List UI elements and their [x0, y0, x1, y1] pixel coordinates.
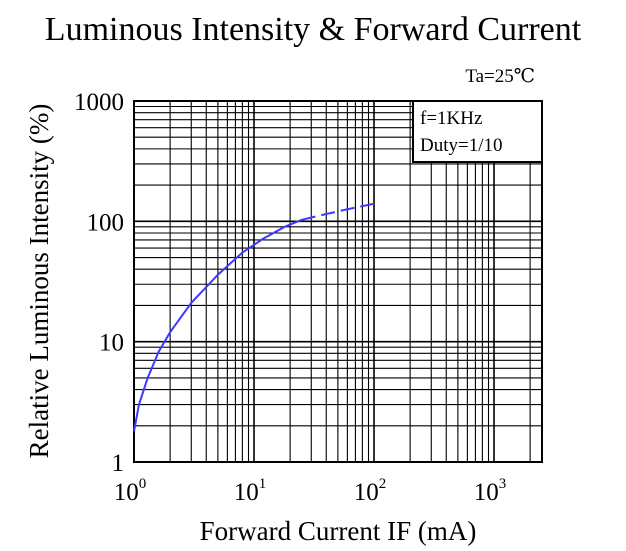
- x-tick-labels: 100 101 102 103: [114, 476, 507, 506]
- y-tick-label: 100: [87, 209, 125, 236]
- series-line: [133, 218, 303, 432]
- plot-frame: [133, 100, 543, 463]
- duty-annotation: Duty=1/10: [420, 135, 503, 156]
- legend-box: f=1KHz Duty=1/10: [412, 100, 543, 163]
- x-tick-label: 101: [234, 476, 267, 506]
- chart-title: Luminous Intensity & Forward Current: [45, 11, 582, 48]
- x-tick-label: 103: [474, 476, 507, 506]
- y-tick-label: 1: [112, 450, 125, 477]
- frequency-annotation: f=1KHz: [420, 108, 482, 129]
- series-layer: [133, 202, 375, 432]
- y-tick-labels: 1 10 100 1000: [74, 89, 124, 477]
- y-tick-label: 10: [99, 330, 124, 357]
- condition-annotation: Ta=25℃: [465, 66, 535, 87]
- y-axis-label: Relative Luminous Intensity (%): [24, 104, 54, 459]
- x-axis-label: Forward Current IF (mA): [200, 516, 477, 546]
- legend-box-frame: [412, 100, 543, 163]
- x-tick-label: 100: [114, 476, 147, 506]
- x-tick-label: 102: [354, 476, 387, 506]
- grid: [134, 101, 542, 462]
- y-tick-label: 1000: [74, 89, 124, 116]
- series-line-extrapolated: [301, 202, 375, 221]
